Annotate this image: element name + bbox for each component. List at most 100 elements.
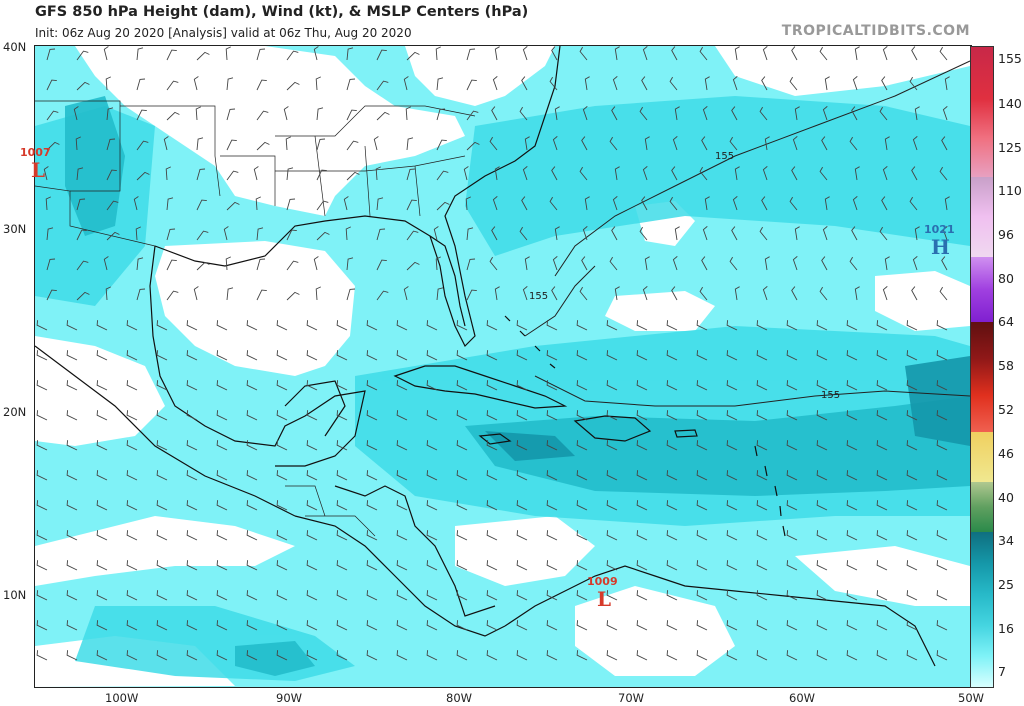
wind-barb xyxy=(166,228,176,241)
wind-barb xyxy=(492,76,498,91)
wind-barb xyxy=(576,560,588,571)
contour-label-south: 155 xyxy=(821,390,841,401)
wind-barb xyxy=(696,380,708,391)
wind-barb xyxy=(554,226,560,241)
wind-barb xyxy=(794,106,800,121)
wind-barb xyxy=(552,256,558,271)
wind-barb xyxy=(846,530,858,541)
wind-barb xyxy=(286,50,299,61)
wind-barb xyxy=(126,560,138,571)
wind-barb xyxy=(546,410,558,421)
wind-barb xyxy=(106,107,114,121)
wind-barb xyxy=(936,650,948,661)
wind-barb xyxy=(671,46,678,61)
wind-barb xyxy=(436,201,450,211)
colorbar-segment-red xyxy=(971,47,993,177)
wind-barb xyxy=(306,560,318,571)
wind-barb xyxy=(193,76,199,91)
wind-barb xyxy=(225,256,231,271)
wind-barb xyxy=(315,286,321,301)
colorbar-tick-40: 40 xyxy=(998,490,1014,505)
wind-barb xyxy=(96,590,108,601)
wind-barb xyxy=(276,470,288,481)
wind-barb xyxy=(816,560,828,571)
wind-barb xyxy=(286,167,294,181)
wind-barb xyxy=(366,470,378,481)
wind-barb xyxy=(66,440,78,451)
wind-barb xyxy=(36,350,48,361)
map-header: GFS 850 hPa Height (dam), Wind (kt), & M… xyxy=(0,0,1024,44)
wind-barb xyxy=(376,111,390,121)
wind-barb xyxy=(791,286,798,301)
wind-barb xyxy=(436,139,447,151)
wind-barb xyxy=(435,46,441,61)
wind-barb xyxy=(576,500,588,511)
wind-barb xyxy=(642,46,648,61)
wind-barb xyxy=(436,77,444,91)
wind-barb xyxy=(939,166,948,181)
wind-barb xyxy=(876,500,888,511)
wind-barb xyxy=(36,440,48,451)
wind-speed-colorbar xyxy=(970,46,994,688)
wind-barb xyxy=(45,196,51,211)
wind-barb xyxy=(756,380,768,391)
colorbar-tick-25: 25 xyxy=(998,577,1014,592)
wind-barb xyxy=(876,380,888,391)
wind-barb xyxy=(426,470,438,481)
wind-barb xyxy=(246,650,258,661)
wind-barb xyxy=(854,286,860,301)
wind-barb xyxy=(639,226,648,241)
wind-barb xyxy=(516,380,528,391)
wind-barb xyxy=(726,560,738,571)
wind-barb xyxy=(854,166,860,181)
wind-barb xyxy=(609,256,618,271)
wind-barb xyxy=(403,286,409,301)
wind-barb xyxy=(133,196,139,211)
wind-barb xyxy=(426,500,438,511)
map-subtitle: Init: 06z Aug 20 2020 [Analysis] valid a… xyxy=(35,26,412,40)
wind-barb xyxy=(546,590,558,601)
wind-barb xyxy=(126,380,138,391)
wind-barb xyxy=(704,196,710,211)
colorbar-tick-52: 52 xyxy=(998,402,1014,417)
wind-barb xyxy=(641,196,648,211)
wind-barb xyxy=(396,530,408,541)
wind-barb xyxy=(666,620,678,631)
wind-barb xyxy=(516,440,528,451)
wind-barb xyxy=(816,500,828,511)
wind-barb xyxy=(666,530,678,541)
wind-barb xyxy=(666,380,678,391)
wind-barb xyxy=(731,226,738,241)
wind-barb xyxy=(846,380,858,391)
wind-barb xyxy=(66,320,78,331)
wind-barb xyxy=(879,226,888,241)
wind-barb xyxy=(396,350,408,361)
wind-barb xyxy=(186,350,198,361)
wind-barb xyxy=(726,470,738,481)
wind-barb xyxy=(879,106,888,121)
wind-barb xyxy=(696,620,708,631)
wind-barb xyxy=(396,650,408,661)
wind-barb xyxy=(166,111,180,121)
wind-barb xyxy=(816,650,828,661)
colorbar-tick-140: 140 xyxy=(998,96,1022,111)
wind-barb xyxy=(846,320,858,331)
wind-barb xyxy=(699,166,708,181)
wind-barb xyxy=(821,256,828,271)
wind-barb xyxy=(346,47,354,61)
wind-barb xyxy=(726,440,738,451)
wind-barb xyxy=(426,530,438,541)
weather-map xyxy=(34,45,972,688)
wind-barb xyxy=(944,196,950,211)
wind-barb xyxy=(914,106,920,121)
wind-barb xyxy=(276,410,288,421)
wind-barb xyxy=(726,500,738,511)
wind-barb xyxy=(582,226,588,241)
wind-barb xyxy=(306,470,318,481)
wind-barb xyxy=(816,410,828,421)
wind-barb xyxy=(516,620,528,631)
wind-barb xyxy=(66,500,78,511)
wind-barb xyxy=(936,560,948,571)
wind-barb xyxy=(882,286,888,301)
wind-barb xyxy=(396,560,408,571)
